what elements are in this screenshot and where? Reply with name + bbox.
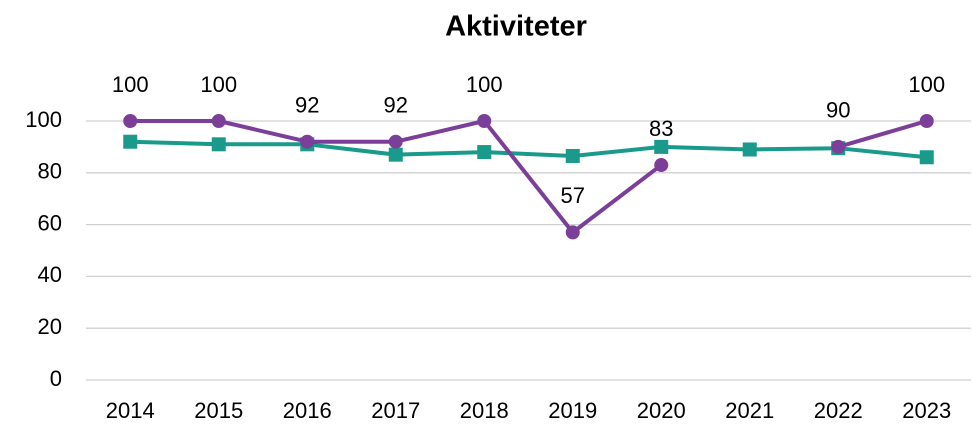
marker	[919, 114, 934, 128]
marker	[123, 134, 138, 149]
marker	[300, 134, 315, 149]
y-tick-label: 20	[38, 314, 62, 339]
y-tick-label: 60	[38, 210, 62, 235]
marker	[565, 148, 580, 163]
y-tick-label: 80	[38, 159, 62, 184]
series-line	[130, 119, 928, 235]
data-label: 100	[908, 72, 945, 97]
marker	[565, 225, 580, 240]
y-tick-label: 100	[25, 107, 62, 132]
x-tick-label: 2018	[460, 398, 509, 423]
marker	[388, 147, 403, 162]
data-label: 100	[466, 72, 503, 97]
x-tick-label: 2015	[194, 398, 243, 423]
marker	[388, 134, 403, 149]
marker	[831, 139, 846, 154]
y-tick-label: 40	[38, 262, 62, 287]
x-tick-label: 2023	[902, 398, 951, 423]
x-tick-label: 2017	[371, 398, 420, 423]
x-tick-label: 2021	[725, 398, 774, 423]
data-label: 57	[561, 183, 585, 208]
marker	[211, 114, 226, 128]
marker	[654, 139, 669, 154]
x-tick-label: 2014	[106, 398, 155, 423]
marker	[477, 114, 492, 128]
data-label: 92	[295, 93, 319, 118]
data-label: 83	[649, 116, 673, 141]
data-label: 100	[200, 72, 237, 97]
marker	[211, 137, 226, 152]
chart-title: Aktiviteter	[445, 11, 587, 43]
x-tick-label: 2020	[637, 398, 686, 423]
data-label: 90	[826, 98, 850, 123]
y-tick-label: 0	[50, 366, 62, 391]
marker	[919, 150, 934, 165]
data-label: 92	[384, 93, 408, 118]
x-tick-label: 2016	[283, 398, 332, 423]
x-tick-label: 2022	[814, 398, 863, 423]
x-tick-label: 2019	[548, 398, 597, 423]
series-line	[130, 139, 927, 160]
marker	[477, 145, 492, 160]
marker	[123, 114, 138, 128]
data-label: 100	[112, 72, 149, 97]
marker	[654, 158, 669, 173]
marker	[742, 142, 757, 157]
